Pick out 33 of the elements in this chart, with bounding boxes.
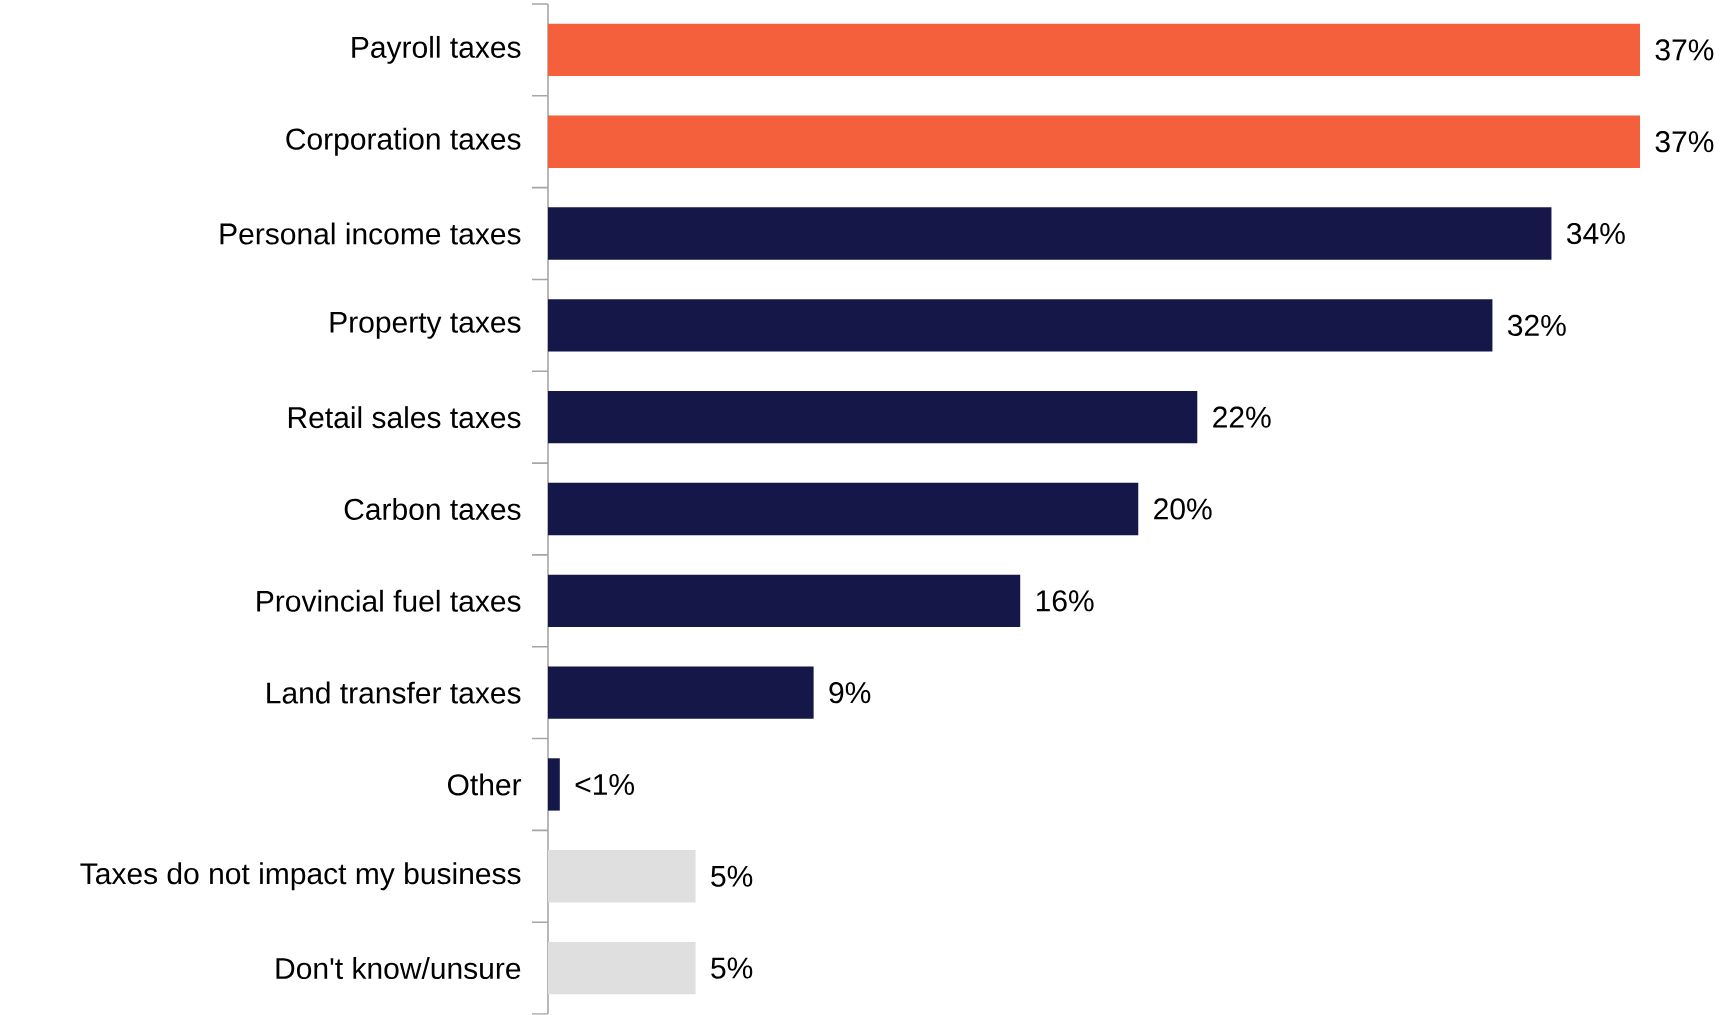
data-label: 37% [1655, 39, 1714, 61]
y-tick-label: Retail sales taxes [288, 406, 521, 429]
data-label: 20% [1154, 498, 1212, 520]
y-tick-label: Personal income taxes [220, 222, 521, 245]
y-tick-label: Corporation taxes [286, 127, 521, 156]
data-label: 32% [1507, 314, 1566, 337]
data-label: 5% [711, 865, 753, 887]
y-tick-label: Taxes do not impact my business [80, 862, 521, 891]
data-label: 34% [1566, 223, 1625, 245]
y-tick-label: Provincial fuel taxes [257, 589, 521, 612]
data-label: 22% [1213, 406, 1271, 428]
bar [548, 850, 696, 903]
bar [548, 574, 1021, 628]
y-tick-label: Payroll taxes [352, 36, 521, 64]
data-label: 9% [829, 682, 871, 704]
bar [548, 115, 1640, 168]
bar [548, 482, 1139, 536]
y-tick-label: Other [447, 773, 522, 796]
bar [548, 758, 560, 811]
data-label: 5% [711, 957, 753, 979]
data-label: <1% [575, 774, 634, 796]
bar [548, 299, 1493, 352]
bar [548, 23, 1640, 77]
y-tick-label: Property taxes [330, 312, 521, 339]
data-label: 16% [1036, 590, 1094, 612]
data-label: 37% [1655, 131, 1714, 153]
y-tick-label: Carbon taxes [344, 498, 521, 521]
bar [548, 666, 814, 719]
bar [548, 207, 1552, 260]
bar [548, 942, 696, 995]
y-tick-label: Land transfer taxes [267, 681, 521, 704]
bar [548, 391, 1198, 444]
y-tick-label: Don't know/unsure [276, 957, 521, 980]
